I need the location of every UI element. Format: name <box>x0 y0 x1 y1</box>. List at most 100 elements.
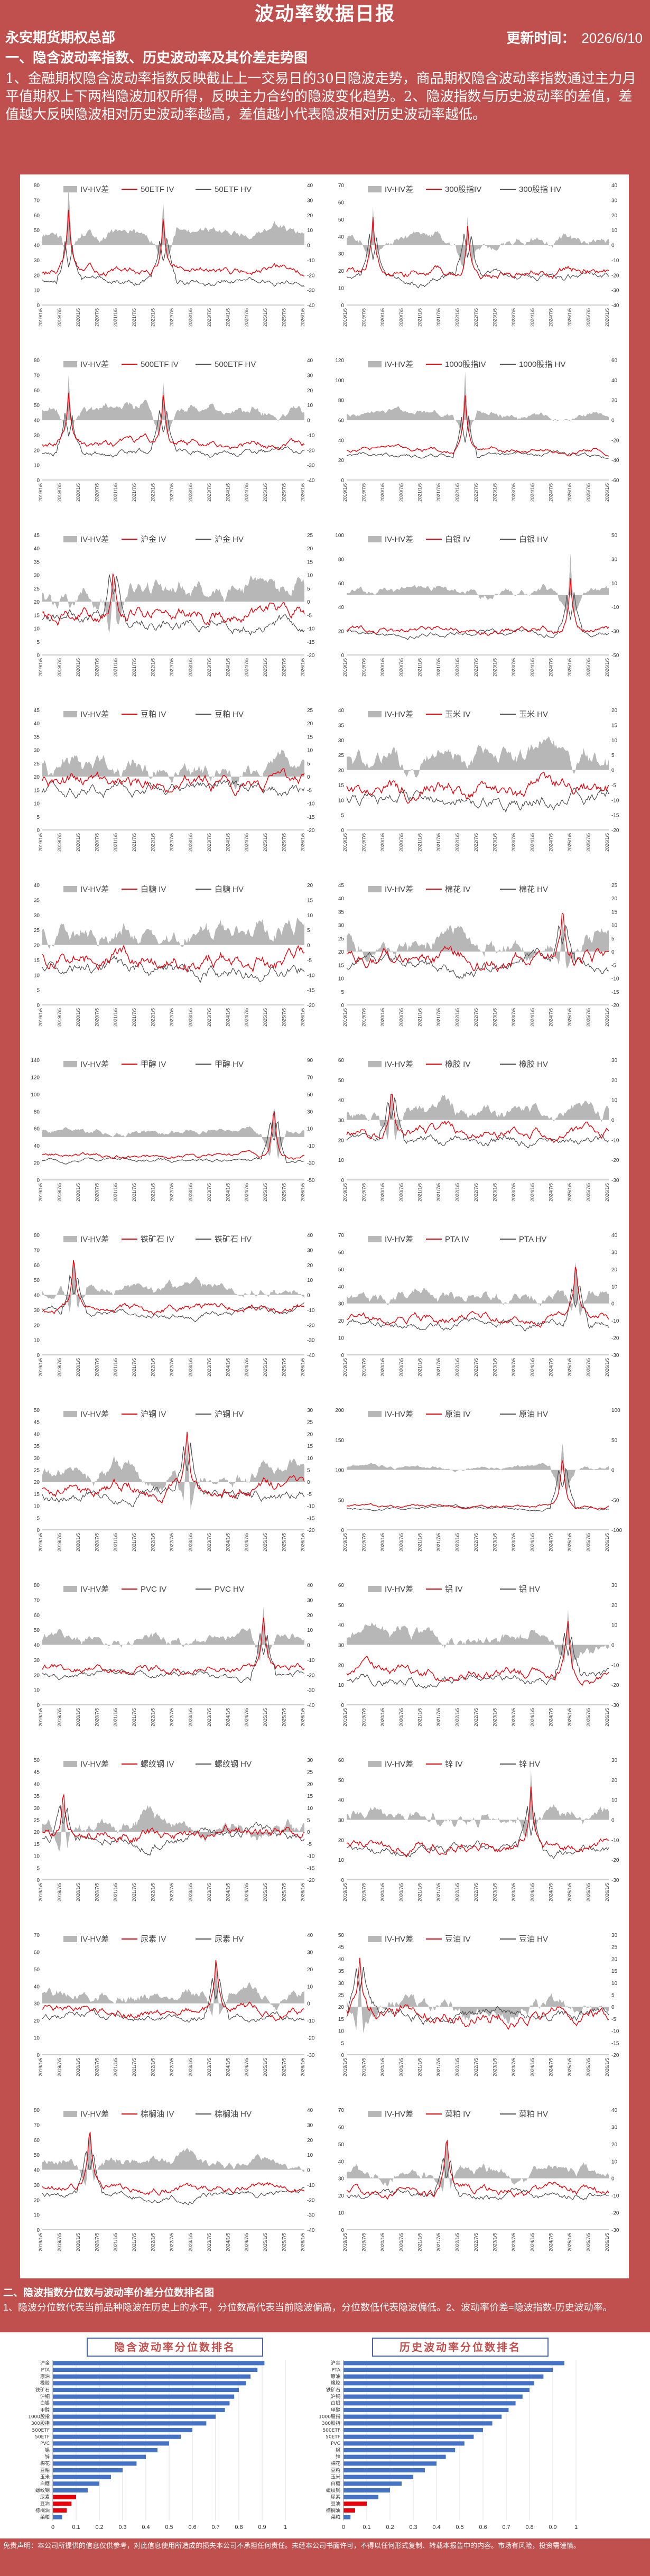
x-tick-label: 2021/1/5 <box>417 1708 423 1726</box>
y2-tick-label: -10 <box>307 1658 315 1664</box>
legend-hv-label: 白银 HV <box>519 535 548 544</box>
rank-bar <box>343 2374 544 2379</box>
x-tick-label: 2019/1/5 <box>342 1533 348 1552</box>
rank-category-label: 沪金 <box>40 2360 50 2366</box>
x-tick-label: 2023/7/5 <box>511 483 516 502</box>
x-tick-label: 2020/1/5 <box>380 1883 385 1901</box>
vol-chart-svg: 120 100 80 60 40 20 0 60 40 20 0 -20 -40 -60 2019/1/5 2… <box>335 358 619 502</box>
legend-iv-label: 菜粕 IV <box>445 2110 470 2119</box>
x-tick-label: 2022/7/5 <box>473 658 479 677</box>
y-tick-label: 5 <box>36 988 40 994</box>
x-tick-label: 2025/1/5 <box>263 308 268 327</box>
x-tick-label: 2022/7/5 <box>473 1008 479 1027</box>
rank-bar <box>343 2407 509 2413</box>
x-tick-label: 2019/7/5 <box>361 2233 366 2251</box>
legend-spread-label: IV-HV差 <box>80 1585 109 1594</box>
y-tick-label: 10 <box>34 626 40 632</box>
y-tick-label: 80 <box>34 1583 40 1589</box>
y2-tick-label: -10 <box>307 433 315 439</box>
y2-tick-label: -20 <box>307 1323 315 1328</box>
x-tick-label: 2021/7/5 <box>132 1883 137 1901</box>
y2-tick-label: -5 <box>307 1842 312 1848</box>
spread-area <box>347 1094 609 1141</box>
y-tick-label: 0 <box>36 1528 40 1534</box>
y-tick-label: 20 <box>338 269 345 274</box>
rank-bar <box>53 2427 192 2433</box>
rank-bar <box>343 2441 465 2446</box>
vol-chart-svg: 80706050403020100403020100-10-20-30-4020… <box>34 358 315 502</box>
y-tick-label: 15 <box>338 783 345 789</box>
x-tick-label: 2019/1/5 <box>342 1883 348 1901</box>
y-tick-label: 70 <box>34 198 40 204</box>
y-tick-label: 10 <box>34 1504 40 1510</box>
x-tick-label: 2025/7/5 <box>282 1708 287 1726</box>
y-tick-label: 25 <box>34 1468 40 1474</box>
y2-tick-label: 15 <box>307 559 313 565</box>
x-tick-label: 2021/7/5 <box>132 308 137 327</box>
x-tick-label: 2023/7/5 <box>207 1008 212 1027</box>
y2-tick-label: 15 <box>307 1794 313 1799</box>
y-tick-label: 40 <box>34 1643 40 1649</box>
spread-area <box>347 918 609 969</box>
y-tick-label: 40 <box>34 546 40 552</box>
x-tick-label: 2021/7/5 <box>132 1533 137 1552</box>
rank-category-label: 白银 <box>40 2400 50 2406</box>
y2-tick-label: 20 <box>611 1078 618 1084</box>
y2-tick-label: -10 <box>307 973 315 978</box>
x-tick-label: 2019/1/5 <box>342 1008 348 1027</box>
x-tick-label: 2024/1/5 <box>225 2058 230 2076</box>
hv-line <box>346 1097 609 1148</box>
rank-x-tick: 0.3 <box>118 2524 126 2531</box>
rank-bar <box>53 2461 137 2466</box>
x-tick-label: 2025/1/5 <box>263 833 268 852</box>
y-tick-label: 40 <box>34 1984 40 1990</box>
x-tick-label: 2026/1/5 <box>300 658 305 677</box>
y2-tick-label: 70 <box>307 1075 313 1081</box>
y2-tick-label: 30 <box>307 1598 313 1603</box>
section1-description: 1、金融期权隐含波动率指数反映截止上一交易日的30日隐波走势，商品期权隐含波动率… <box>5 71 636 123</box>
x-tick-label: 2025/7/5 <box>586 658 591 677</box>
x-tick-label: 2020/1/5 <box>76 308 81 327</box>
x-tick-label: 2019/1/5 <box>38 483 43 502</box>
y2-tick-label: -30 <box>307 2053 315 2058</box>
y-tick-label: 70 <box>338 183 345 189</box>
y2-tick-label: 30 <box>307 1408 313 1414</box>
rank-bar <box>53 2475 111 2479</box>
rank-category-label: 白糖 <box>331 2480 340 2487</box>
x-tick-label: 2024/7/5 <box>244 1358 249 1377</box>
x-tick-label: 2024/1/5 <box>225 1183 230 1202</box>
x-tick-label: 2025/7/5 <box>586 2058 591 2076</box>
vol-chart-zn: 60 50 40 30 20 10 0 30 20 10 0 -10 -20 -30 2019/1/5 201… <box>324 1749 629 1924</box>
section1-title: 一、隐含波动率指数、历史波动率及其价差走势图 <box>5 50 308 66</box>
vol-chart-svg: 40 35 30 25 20 15 10 5 0 20 15 10 5 0 -5 -10 -15 -20 2019/… <box>338 708 619 852</box>
spread-area <box>347 1609 609 1669</box>
vol-chart-i: 80 70 60 50 40 30 20 10 0 40 30 20 10 0 -10 -20 -30 -40 20… <box>20 1224 324 1399</box>
y-tick-label: 50 <box>338 1078 345 1084</box>
spread-area <box>42 917 304 949</box>
x-tick-label: 2026/1/5 <box>605 2233 610 2251</box>
y-tick-label: 20 <box>338 2005 345 2010</box>
legend-spread-label: IV-HV差 <box>385 885 413 894</box>
y-tick-label: 40 <box>34 418 40 424</box>
y2-tick-label: -5 <box>611 963 616 968</box>
legend-spread-swatch <box>63 711 77 717</box>
y2-tick-label: -10 <box>307 1143 315 1149</box>
legend-spread-swatch <box>368 1936 382 1942</box>
y2-tick-label: 0 <box>611 1301 615 1307</box>
y2-tick-label: 20 <box>307 213 313 219</box>
legend-hv-label: 1000股指 HV <box>519 360 565 369</box>
x-tick-label: 2026/1/5 <box>300 2058 305 2076</box>
x-tick-label: 2024/7/5 <box>549 1533 554 1552</box>
vol-chart-svg: 50454035302520151050302520151050-5-10-15… <box>338 1933 619 2076</box>
rank-bar <box>343 2427 483 2433</box>
x-tick-label: 2020/7/5 <box>398 1008 404 1027</box>
y-tick-label: 20 <box>338 1318 345 1324</box>
rank-category-label: 原油 <box>40 2373 50 2379</box>
x-tick-label: 2023/7/5 <box>511 658 516 677</box>
rank-category-label: PVC <box>331 2441 340 2446</box>
x-tick-label: 2024/7/5 <box>549 2058 554 2076</box>
y-tick-label: 20 <box>34 599 40 605</box>
rank-category-label: 铁矿石 <box>326 2387 340 2393</box>
y2-tick-label: -30 <box>611 1178 619 1184</box>
x-tick-label: 2025/1/5 <box>567 1533 572 1552</box>
